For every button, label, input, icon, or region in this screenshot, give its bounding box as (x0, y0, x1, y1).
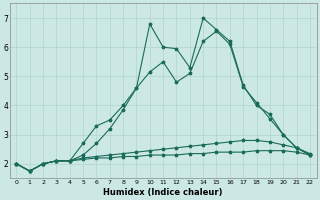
X-axis label: Humidex (Indice chaleur): Humidex (Indice chaleur) (103, 188, 223, 197)
